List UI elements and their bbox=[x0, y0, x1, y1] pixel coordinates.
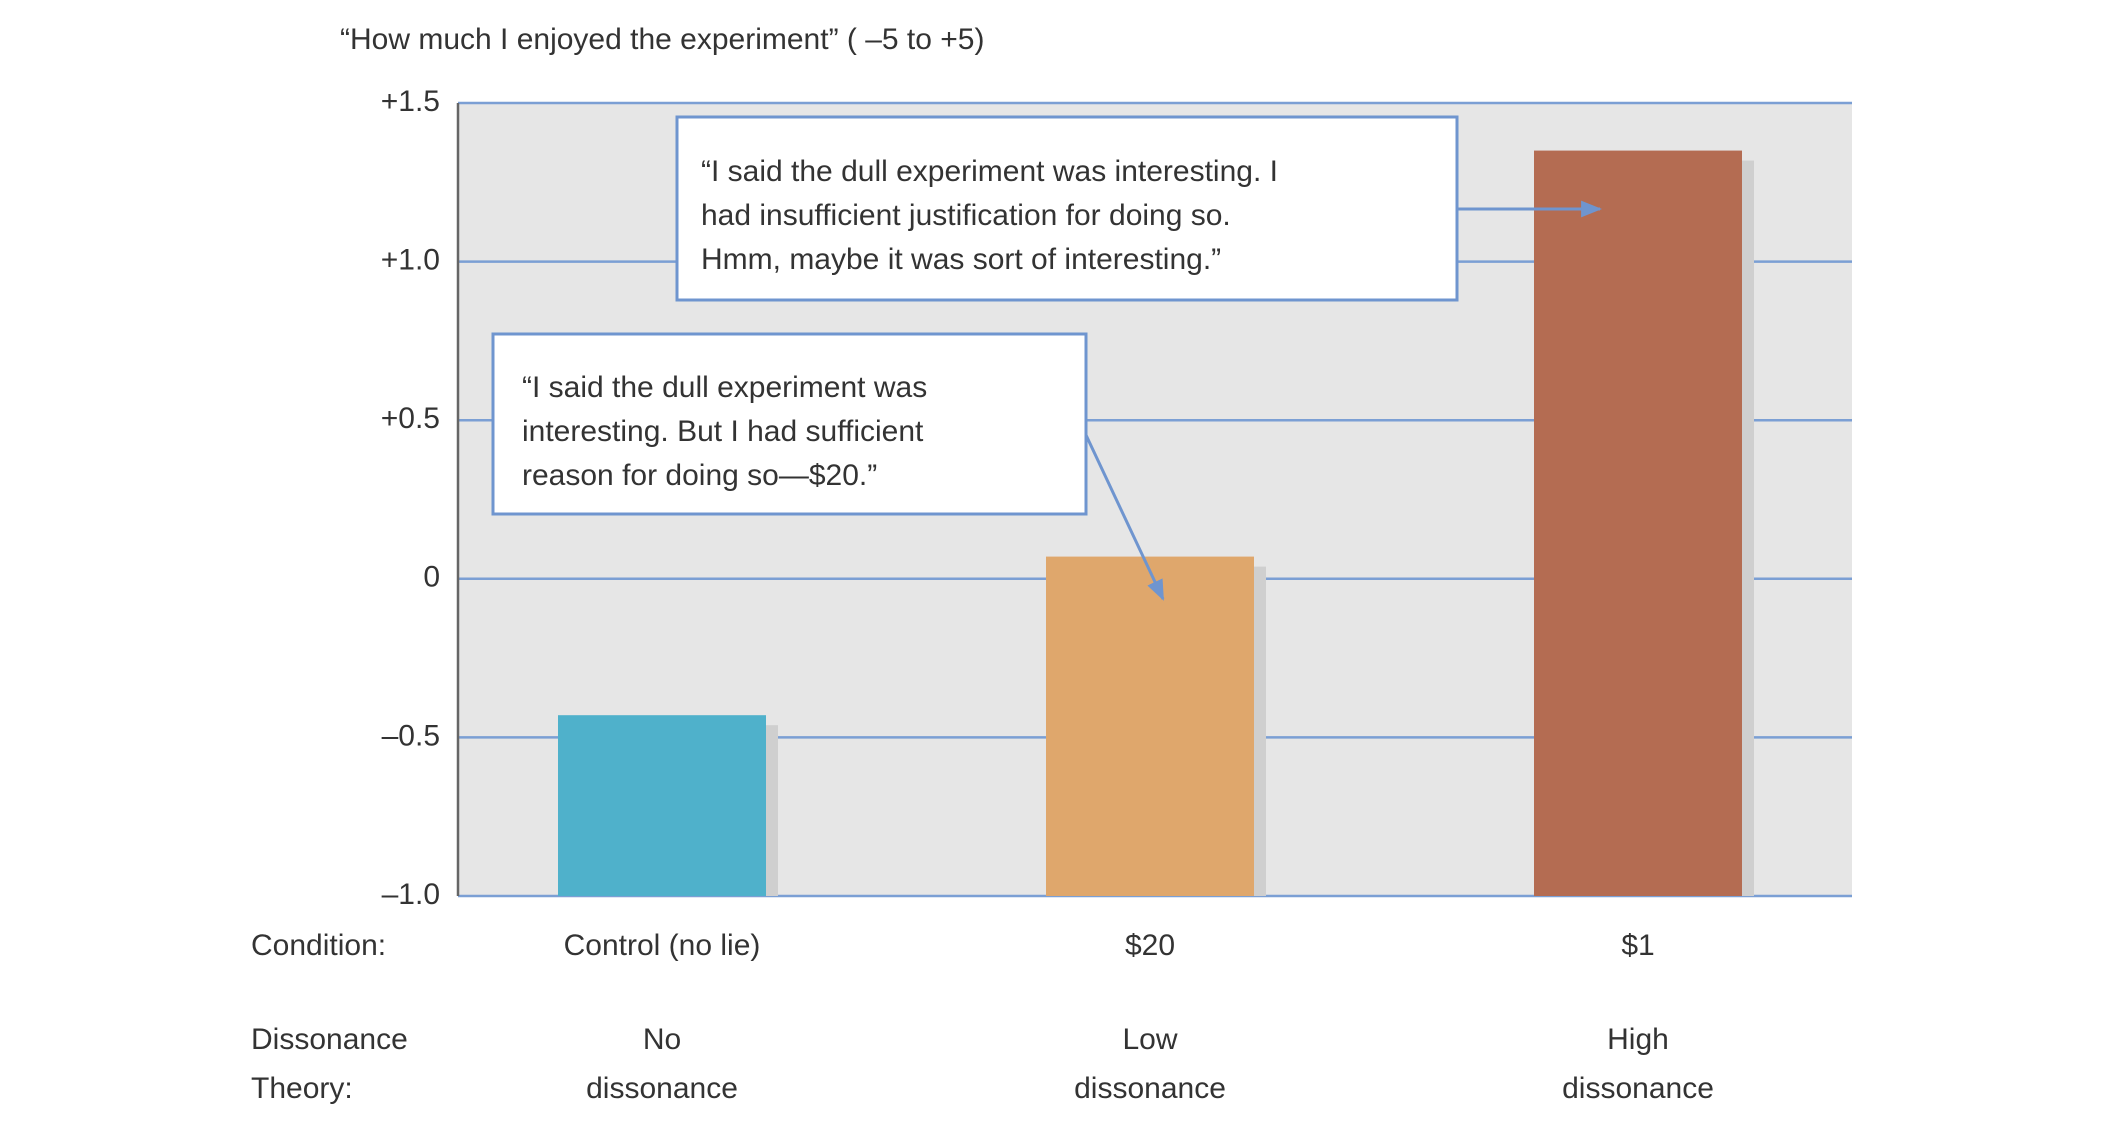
callout-box bbox=[491, 332, 1088, 516]
callout-text: had insufficient justification for doing… bbox=[701, 199, 1231, 232]
y-tick-label: +1.5 bbox=[381, 85, 440, 118]
dissonance-label: Low bbox=[1122, 1023, 1177, 1056]
dissonance-label: High bbox=[1607, 1023, 1669, 1056]
callout-text: “I said the dull experiment was bbox=[522, 371, 927, 404]
dissonance-label: No bbox=[643, 1023, 681, 1056]
dissonance-label: dissonance bbox=[1074, 1072, 1226, 1105]
bar bbox=[1046, 556, 1254, 896]
y-tick-label: –1.0 bbox=[382, 878, 440, 911]
callout-box bbox=[675, 115, 1459, 302]
callout-text: reason for doing so—$20.” bbox=[522, 459, 877, 492]
x-axis-label: Condition: bbox=[251, 929, 386, 962]
callout-text: “I said the dull experiment was interest… bbox=[701, 155, 1278, 188]
chart-title: “How much I enjoyed the experiment” ( –5… bbox=[340, 23, 984, 56]
y-tick-label: –0.5 bbox=[382, 719, 440, 752]
row-label: Theory: bbox=[251, 1072, 353, 1105]
callout-arrow bbox=[1084, 434, 1165, 601]
y-tick-label: +0.5 bbox=[381, 402, 440, 435]
x-tick-label: Control (no lie) bbox=[564, 929, 761, 962]
callout-text: Hmm, maybe it was sort of interesting.” bbox=[701, 243, 1221, 276]
bar bbox=[1534, 150, 1742, 896]
callout-text: interesting. But I had sufficient bbox=[522, 415, 924, 448]
y-tick-label: 0 bbox=[423, 561, 440, 594]
row-label: Dissonance bbox=[251, 1023, 408, 1056]
x-tick-label: $20 bbox=[1125, 929, 1175, 962]
dissonance-label: dissonance bbox=[1562, 1072, 1714, 1105]
x-tick-label: $1 bbox=[1621, 929, 1654, 962]
dissonance-label: dissonance bbox=[586, 1072, 738, 1105]
y-tick-label: +1.0 bbox=[381, 244, 440, 277]
bar bbox=[558, 715, 766, 896]
